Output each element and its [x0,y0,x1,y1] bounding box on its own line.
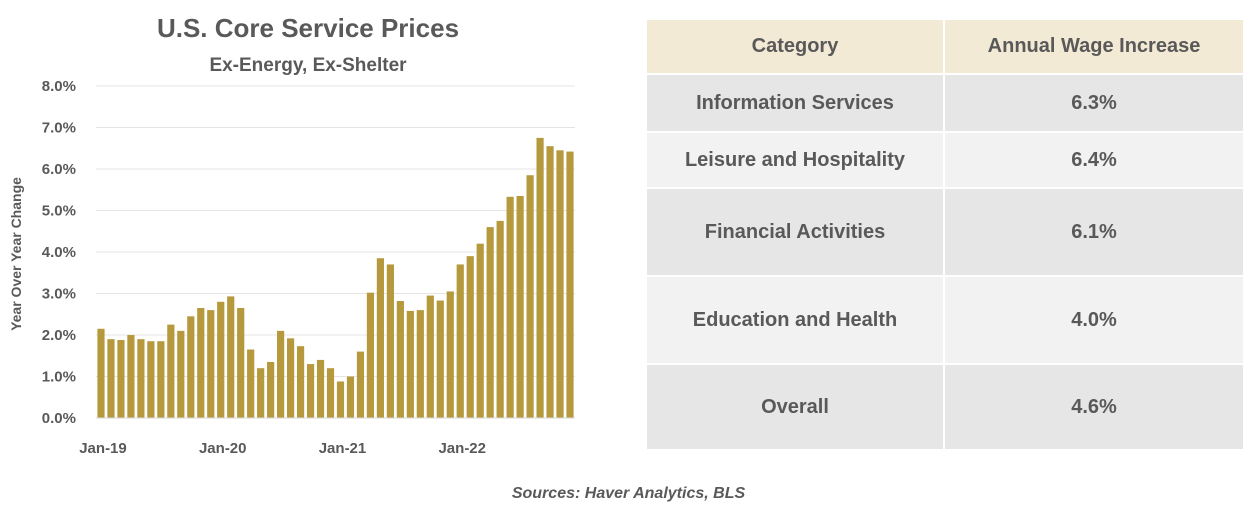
category-cell: Overall [647,364,945,451]
bar-Sep-22 [536,137,544,419]
source-note: Sources: Haver Analytics, BLS [511,485,746,502]
chart-title: U.S. Core Service Prices [157,13,459,43]
bar-Sep-19 [177,330,185,418]
bar-Jan-20 [217,301,225,418]
bar-Apr-21 [366,292,375,418]
category-cell: Leisure and Hospitality [647,132,945,189]
bar-Apr-19 [127,335,135,418]
category-cell: Financial Activities [647,188,945,277]
bar-Mar-20 [237,308,245,418]
category-cell: Information Services [647,74,945,133]
core-service-prices-chart: U.S. Core Service Prices Ex-Energy, Ex-S… [8,13,575,457]
table-row: Education and Health 4.0% [647,276,1243,365]
bar-Feb-22 [466,256,474,418]
table-header-row: Category Annual Wage Increase [647,20,1243,75]
y-tick-label: 2.0% [42,327,76,344]
y-tick-label: 5.0% [42,203,76,220]
bar-Jan-19 [97,328,105,418]
x-tick-label: Jan-21 [319,440,367,457]
bar-Aug-22 [526,175,534,418]
bar-Nov-21 [436,300,444,418]
bar-May-21 [376,258,384,418]
bar-May-19 [137,339,145,418]
bar-Nov-20 [316,359,325,418]
bar-Mar-22 [476,243,484,418]
bar-Jun-21 [386,264,394,418]
bar-Feb-21 [346,376,355,418]
wage-increase-cell: 6.4% [944,132,1243,189]
bar-Oct-19 [187,316,195,418]
x-tick-label: Jan-19 [79,440,127,457]
table-row: Financial Activities 6.1% [647,188,1243,277]
bar-Aug-20 [287,338,295,418]
chart-subtitle: Ex-Energy, Ex-Shelter [209,55,407,76]
bar-Feb-19 [107,339,115,418]
wage-increase-cell: 6.3% [944,74,1243,133]
bar-Oct-22 [546,146,554,418]
bar-Jun-22 [506,196,514,418]
y-tick-label: 4.0% [42,244,76,261]
bar-Jan-22 [456,264,464,418]
y-tick-label: 8.0% [42,78,76,95]
bar-Aug-19 [167,324,175,419]
bar-Sep-21 [416,310,424,418]
y-tick-label: 6.0% [42,161,76,178]
y-tick-label: 7.0% [42,120,76,137]
x-tick-label: Jan-20 [199,440,247,457]
bar-May-22 [496,220,504,419]
table-row: Leisure and Hospitality 6.4% [647,132,1243,189]
bar-Jul-20 [277,330,285,418]
bar-Apr-22 [486,227,494,418]
y-tick-label: 3.0% [42,286,76,303]
bar-Feb-20 [227,296,235,418]
bar-Oct-21 [426,295,434,418]
x-axis-ticks: Jan-19 Jan-20 Jan-21 Jan-22 [79,440,486,457]
bar-May-20 [257,368,265,418]
bar-Mar-19 [117,339,125,418]
bar-Sep-20 [296,346,305,418]
wage-increase-cell: 6.1% [944,188,1243,277]
bar-Nov-22 [556,150,564,418]
wage-increase-cell: 4.0% [944,276,1243,365]
bar-Dec-20 [326,368,335,418]
bar-Jun-19 [147,341,155,418]
bar-Dec-21 [446,291,454,418]
category-cell: Education and Health [647,276,945,365]
x-tick-label: Jan-22 [438,440,486,457]
y-axis-ticks: 0.0% 1.0% 2.0% 3.0% 4.0% 5.0% 6.0% 7.0% 8.0% [42,78,76,427]
bar-Jun-20 [267,361,275,418]
bar-Jul-22 [516,195,524,418]
bar-Nov-19 [197,308,205,418]
bar-Dec-19 [207,310,215,418]
bar-Oct-20 [306,364,315,418]
wage-increase-cell: 4.6% [944,364,1243,451]
column-header-category: Category [647,20,945,75]
bar-Dec-22 [566,151,574,418]
bar-Jul-21 [396,300,404,418]
bar-series [97,137,574,419]
bar-Jul-19 [157,341,165,418]
gridlines [96,85,575,377]
wage-increase-table: Category Annual Wage Increase Informatio… [647,20,1243,451]
y-tick-label: 0.0% [42,410,76,427]
bar-Mar-21 [356,351,365,418]
bar-Aug-21 [406,310,414,418]
y-axis-label: Year Over Year Change [8,177,24,331]
table-row: Overall 4.6% [647,364,1243,451]
column-header-annual-wage-increase: Annual Wage Increase [944,20,1243,75]
table-row: Information Services 6.3% [647,74,1243,133]
bar-Jan-21 [336,381,345,418]
bar-Apr-20 [247,349,255,418]
y-tick-label: 1.0% [42,369,76,386]
